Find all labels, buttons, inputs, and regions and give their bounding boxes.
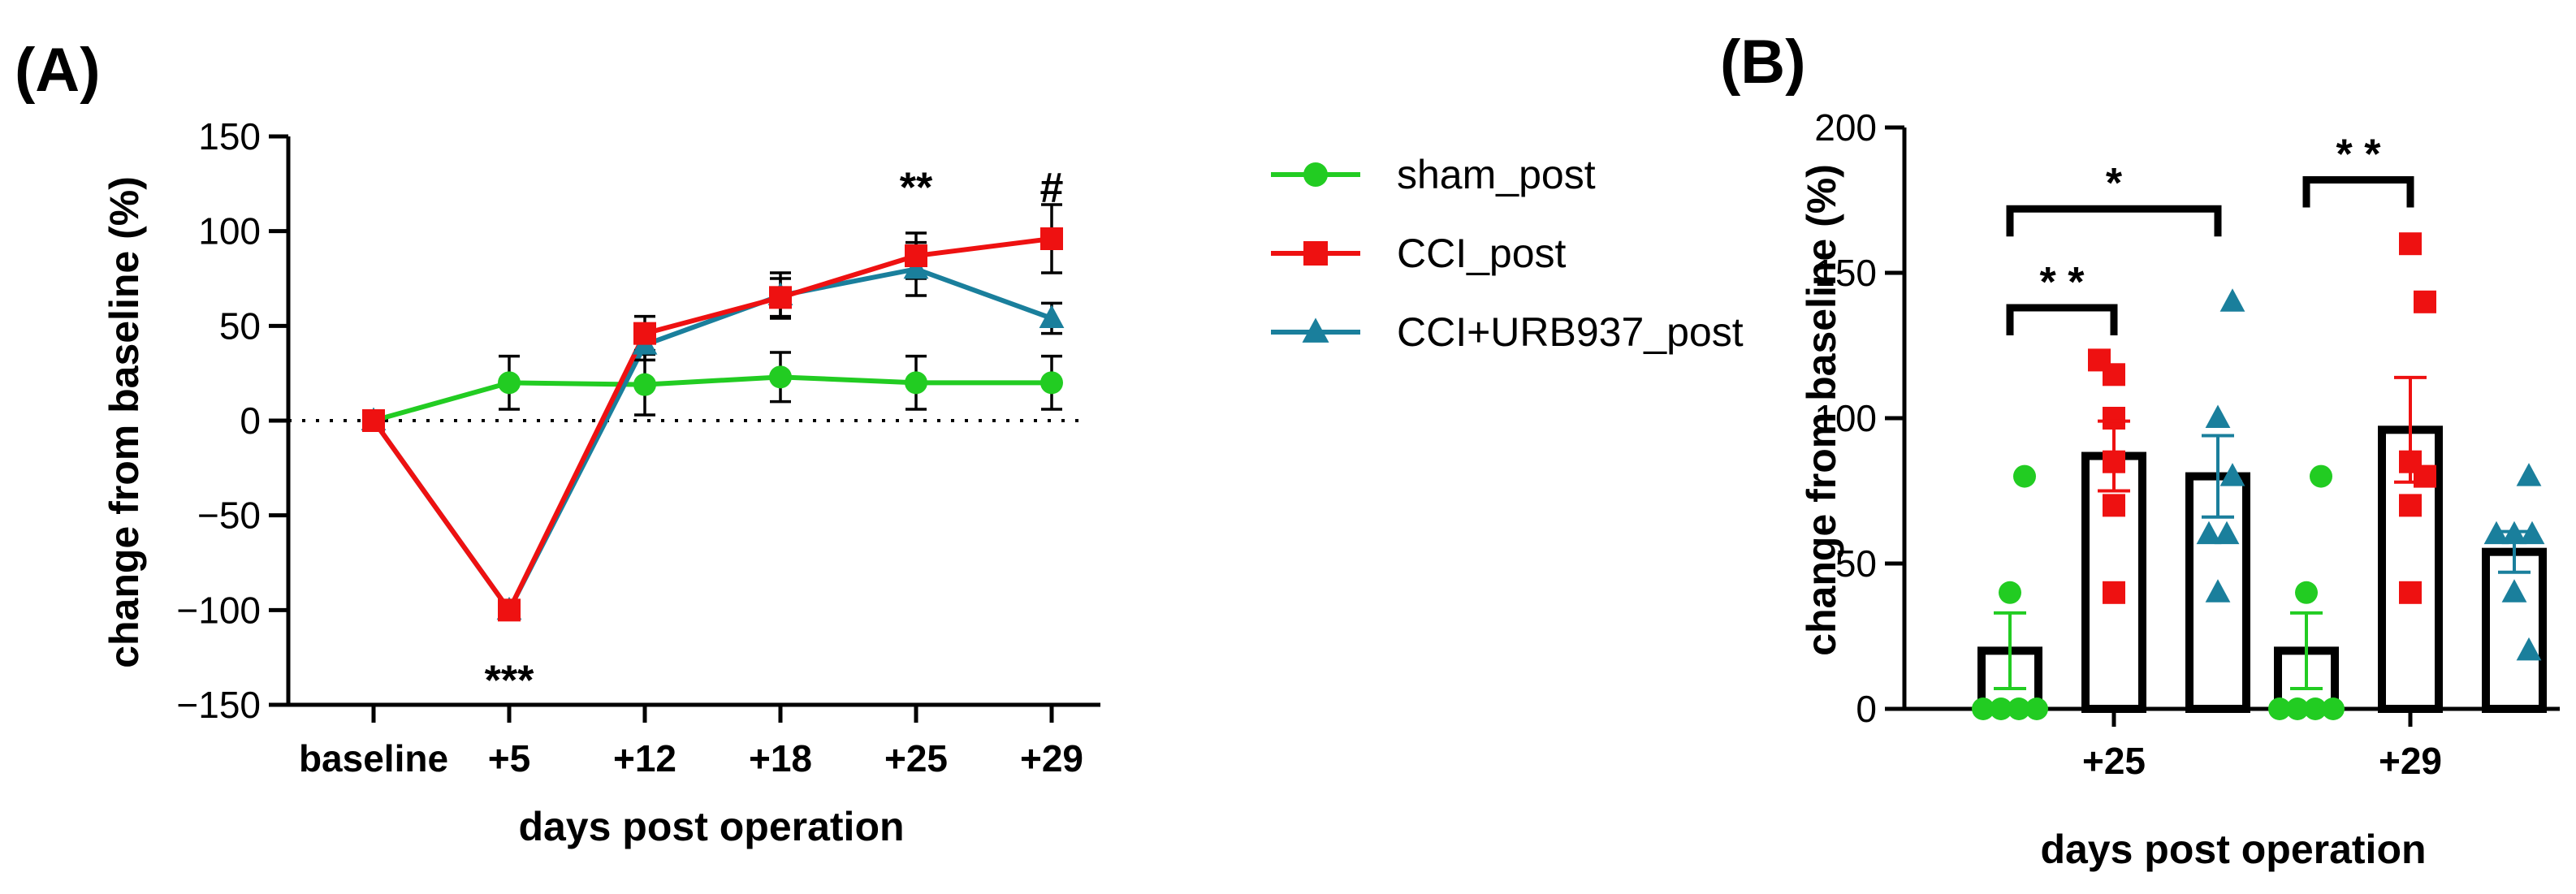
panel-b-y-axis-title: change from baseline (%) (1799, 164, 1844, 656)
data-point-CCI+URB937_post (2219, 288, 2245, 312)
significance-marker: * * (2040, 259, 2085, 306)
legend-label-CCI_post: CCI_post (1397, 231, 1567, 276)
data-point-sham_post (2025, 697, 2048, 720)
significance-bracket (2302, 175, 2414, 208)
data-point-CCI+URB937_post (2516, 463, 2542, 486)
panel-a-x-tick-label: baseline (299, 737, 448, 780)
data-point-sham_post (2304, 697, 2327, 720)
panel-b-x-tick-label: +29 (2379, 740, 2442, 782)
data-point-CCI_post (769, 286, 792, 309)
data-point-sham_post (2268, 697, 2291, 720)
panel-b-x-axis-title: days post operation (2040, 827, 2426, 872)
panel-a-label: (A) (15, 36, 101, 105)
panel-a-x-tick-label: +29 (1020, 737, 1083, 780)
panel-b-y-tick-label: 0 (1856, 688, 1877, 730)
data-point-CCI_post (633, 322, 656, 345)
panel-a-x-tick-label: +12 (613, 737, 676, 780)
legend-label-CCI+URB937_post: CCI+URB937_post (1397, 309, 1744, 355)
panel-a-y-tick-label: −50 (197, 495, 261, 537)
data-point-CCI+URB937_post (2516, 637, 2542, 661)
data-point-CCI+URB937_post (2501, 579, 2527, 602)
data-point-sham_post (2013, 464, 2036, 488)
panel-b-label: (B) (1720, 28, 1806, 97)
panel-a-y-tick-label: −100 (176, 589, 261, 631)
data-point-sham_post (498, 371, 521, 395)
legend-marker-CCI_post (1303, 241, 1328, 266)
data-point-CCI_post (362, 409, 385, 432)
legend-marker-CCI+URB937_post (1302, 317, 1329, 343)
data-point-CCI+URB937_post (2205, 579, 2231, 602)
data-point-sham_post (1999, 581, 2021, 604)
panel-a-x-axis-title: days post operation (518, 804, 904, 849)
data-point-sham_post (2322, 697, 2345, 720)
panel-a-y-axis-title: change from baseline (%) (102, 176, 147, 668)
data-point-sham_post (633, 373, 656, 396)
significance-marker: # (1040, 165, 1064, 212)
significance-marker: * (2106, 160, 2123, 207)
panel-b-y-tick-label: 200 (1814, 106, 1877, 149)
significance-bracket (2006, 205, 2222, 237)
data-point-CCI_post (498, 598, 521, 622)
significance-marker: * * (2336, 131, 2382, 178)
panel-a-chart: −150 −100 −50 0 50 100 150 baseline +5 +12 +18 +25 +… (176, 115, 1100, 780)
legend-marker-sham_post (1303, 162, 1328, 187)
data-point-CCI_post (2103, 581, 2125, 604)
data-point-sham_post (905, 371, 927, 395)
data-point-CCI+URB937_post (903, 255, 929, 279)
legend: sham_post CCI_post CCI+URB937_post (1271, 152, 1744, 355)
data-point-CCI+URB937_post (2205, 404, 2231, 428)
data-point-sham_post (2286, 697, 2309, 720)
panel-a-x-tick-label: +5 (488, 737, 530, 780)
data-point-sham_post (1040, 371, 1063, 395)
panel-a-x-tick-label: +25 (884, 737, 948, 780)
panel-a-y-tick-label: 50 (219, 304, 261, 347)
series-line-CCI_post (371, 236, 1052, 615)
data-point-CCI_post (2088, 348, 2111, 372)
data-point-sham_post (2008, 697, 2030, 720)
data-point-CCI+URB937_post (2219, 463, 2245, 486)
data-point-CCI+URB937_post (1039, 304, 1065, 328)
significance-marker: ** (900, 165, 933, 212)
data-point-CCI_post (2399, 232, 2422, 256)
panel-a-y-tick-label: −150 (176, 684, 261, 726)
panel-b-y-tick-label: 100 (1814, 397, 1877, 439)
data-point-CCI_post (2103, 494, 2125, 517)
data-point-sham_post (1990, 697, 2012, 720)
data-point-sham_post (2310, 464, 2332, 488)
data-point-sham_post (769, 365, 792, 389)
data-point-CCI_post (1040, 227, 1063, 250)
panel-b-chart: 0 50 100 150 200 +25 +29 * * * * * (1814, 106, 2560, 782)
data-point-sham_post (1972, 697, 1995, 720)
data-point-CCI_post (2399, 494, 2422, 517)
panel-a-y-tick-label: 0 (240, 399, 261, 442)
data-point-CCI_post (2414, 290, 2436, 313)
significance-marker: *** (485, 657, 534, 704)
data-point-CCI+URB937_post (2483, 520, 2509, 545)
data-point-CCI+URB937_post (2214, 520, 2240, 545)
panel-a-y-tick-label: 100 (198, 210, 261, 253)
significance-bracket (2006, 304, 2118, 335)
panel-b-y-tick-label: 50 (1835, 542, 1877, 585)
series-line-sham_post (373, 374, 1052, 423)
data-point-CCI+URB937_post (2519, 520, 2545, 545)
data-point-CCI_post (2399, 581, 2422, 604)
data-point-CCI+URB937_post (2196, 520, 2222, 545)
data-point-CCI_post (905, 244, 927, 267)
panel-b-y-tick-label: 150 (1814, 252, 1877, 294)
panel-a-y-tick-label: 150 (198, 115, 261, 158)
panel-a-x-tick-label: +18 (749, 737, 812, 780)
legend-label-sham_post: sham_post (1397, 152, 1596, 197)
data-point-sham_post (2295, 581, 2318, 604)
bar-CCI+URB937_post-+29 (2482, 547, 2547, 713)
panel-b-x-tick-label: +25 (2082, 740, 2146, 782)
